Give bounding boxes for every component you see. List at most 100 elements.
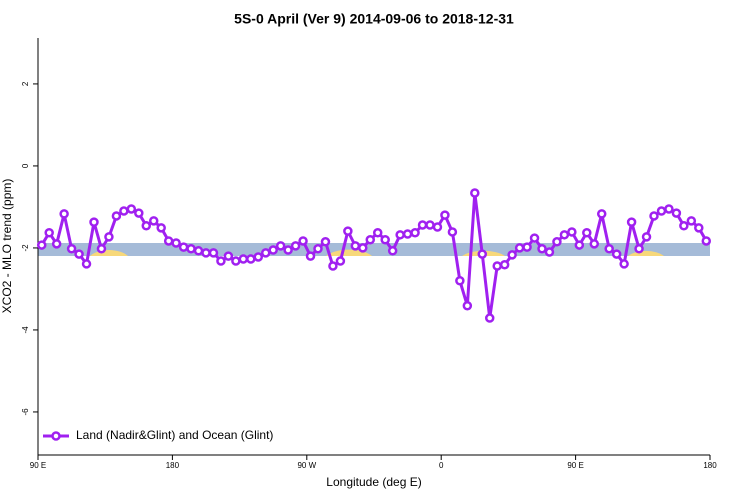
- data-point: [66, 244, 77, 254]
- data-point: [171, 238, 181, 248]
- data-point: [701, 236, 712, 246]
- data-point: [193, 246, 204, 256]
- data-point: [671, 208, 682, 218]
- data-point: [186, 244, 196, 254]
- data-point: [679, 221, 689, 231]
- data-point: [380, 234, 390, 245]
- data-point: [201, 248, 211, 258]
- data-point: [372, 228, 383, 238]
- data-point: [343, 226, 353, 236]
- x-tick-label: 90 W: [297, 461, 316, 470]
- data-point: [74, 249, 84, 259]
- x-tick-label: 180: [703, 461, 717, 470]
- data-point: [163, 236, 174, 246]
- data-point: [223, 251, 234, 261]
- data-point: [178, 242, 189, 252]
- data-point: [335, 256, 346, 266]
- data-point: [514, 243, 525, 253]
- data-point: [507, 250, 517, 260]
- legend-label: Land (Nadir&Glint) and Ocean (Glint): [76, 428, 273, 442]
- x-tick-label: 180: [166, 461, 180, 470]
- data-point: [358, 243, 368, 253]
- data-point: [59, 209, 69, 219]
- chart-title: 5S-0 April (Ver 9) 2014-09-06 to 2018-12…: [234, 11, 514, 27]
- y-tick-label: -6: [21, 408, 30, 416]
- data-point: [522, 242, 532, 252]
- data-point: [455, 275, 465, 286]
- data-point: [268, 245, 278, 255]
- data-point: [544, 247, 555, 257]
- data-point: [641, 232, 652, 242]
- data-point: [119, 206, 129, 216]
- data-point: [574, 240, 585, 250]
- data-point: [484, 313, 495, 323]
- data-point: [694, 223, 704, 233]
- data-point: [298, 236, 308, 246]
- data-point: [402, 229, 413, 239]
- data-point: [604, 244, 614, 254]
- data-point: [126, 204, 137, 214]
- data-point: [596, 209, 607, 219]
- data-point: [275, 241, 286, 251]
- data-point: [552, 237, 562, 247]
- data-point: [656, 206, 667, 216]
- data-point: [148, 216, 159, 226]
- x-axis-label: Longitude (deg E): [326, 475, 421, 489]
- data-point: [260, 248, 271, 258]
- data-point: [634, 244, 644, 254]
- data-point: [425, 220, 435, 230]
- data-point: [499, 259, 510, 270]
- data-point: [216, 256, 226, 266]
- y-tick-label: 2: [21, 81, 30, 86]
- data-point: [664, 204, 674, 214]
- y-axis-label: XCO2 - MLO trend (ppm): [0, 179, 14, 314]
- legend-marker: [51, 431, 61, 441]
- data-point: [305, 251, 316, 261]
- data-point: [477, 249, 488, 259]
- y-tick-label: -4: [21, 326, 30, 334]
- data-point: [529, 233, 540, 243]
- data-point: [81, 259, 92, 269]
- data-point: [246, 254, 256, 264]
- data-point: [686, 216, 697, 226]
- data-point: [290, 241, 301, 251]
- data-point: [619, 259, 629, 269]
- data-point: [611, 249, 622, 259]
- data-point: [231, 256, 241, 266]
- data-point: [96, 244, 107, 254]
- data-point: [313, 244, 323, 254]
- data-point: [283, 245, 293, 255]
- data-point: [432, 222, 443, 232]
- data-point: [395, 230, 405, 240]
- data-point: [567, 227, 577, 237]
- data-point: [365, 234, 376, 245]
- data-point: [44, 228, 54, 238]
- data-point: [320, 237, 331, 247]
- data-point: [350, 241, 361, 251]
- data-point: [447, 227, 458, 237]
- data-point: [156, 223, 166, 233]
- data-point: [440, 210, 450, 220]
- data-point: [649, 211, 659, 221]
- data-point: [141, 221, 152, 231]
- data-point: [89, 217, 99, 227]
- data-point: [582, 228, 592, 238]
- y-tick-label: -2: [21, 244, 30, 252]
- data-point: [387, 246, 398, 256]
- x-tick-label: 0: [439, 461, 444, 470]
- data-point: [104, 232, 114, 242]
- data-point: [410, 228, 420, 238]
- data-point: [36, 240, 47, 250]
- data-point: [238, 254, 249, 264]
- x-tick-label: 90 E: [567, 461, 583, 470]
- data-point: [626, 217, 637, 227]
- data-point: [537, 244, 547, 254]
- data-point: [417, 220, 428, 230]
- data-point: [134, 208, 144, 218]
- y-tick-label: 0: [21, 163, 30, 168]
- data-point: [492, 261, 502, 271]
- data-point: [253, 252, 264, 262]
- data-point: [462, 300, 473, 311]
- data-point: [208, 248, 219, 258]
